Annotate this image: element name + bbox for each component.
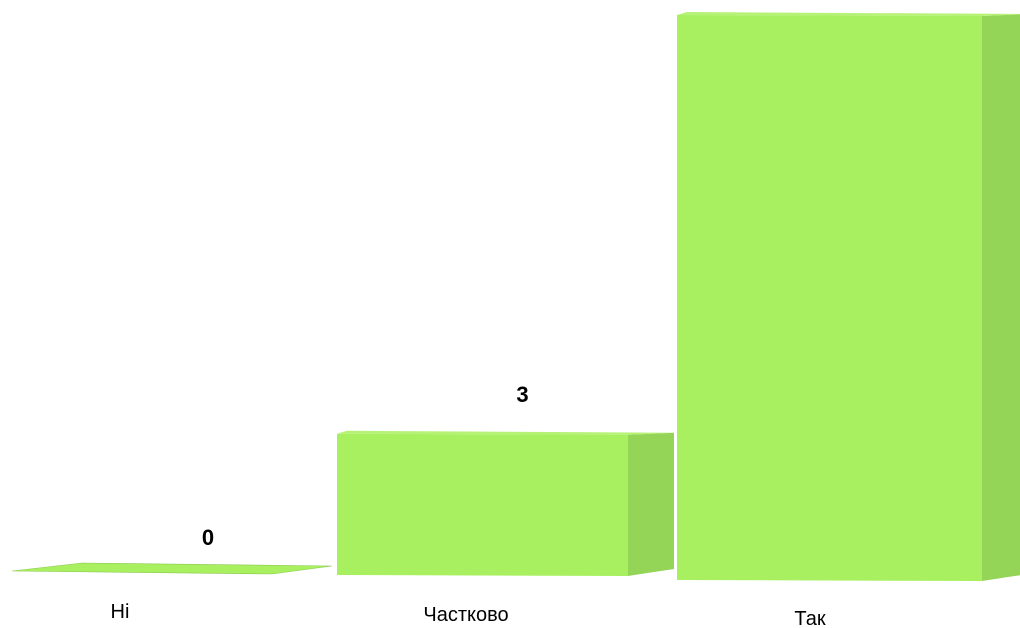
bar-side-face	[982, 14, 1020, 581]
category-label-2: Частково	[423, 604, 508, 626]
bar-flat-face	[11, 562, 333, 575]
category-label-3: Так	[794, 608, 825, 628]
bar-2	[337, 430, 674, 576]
bars-layer	[11, 12, 1020, 581]
bar-top-face	[677, 12, 1020, 16]
data-label-2: 3	[516, 382, 528, 407]
labels-layer: 0 Ні 3 Частково Так	[111, 382, 826, 628]
bar-3	[677, 12, 1020, 581]
bar-1	[11, 562, 333, 575]
category-label-1: Ні	[111, 601, 130, 623]
bar-side-face	[628, 432, 674, 576]
bar-front-face	[337, 433, 628, 576]
bar-front-face	[677, 15, 982, 581]
bar-top-face	[337, 430, 674, 435]
data-label-1: 0	[202, 525, 214, 550]
